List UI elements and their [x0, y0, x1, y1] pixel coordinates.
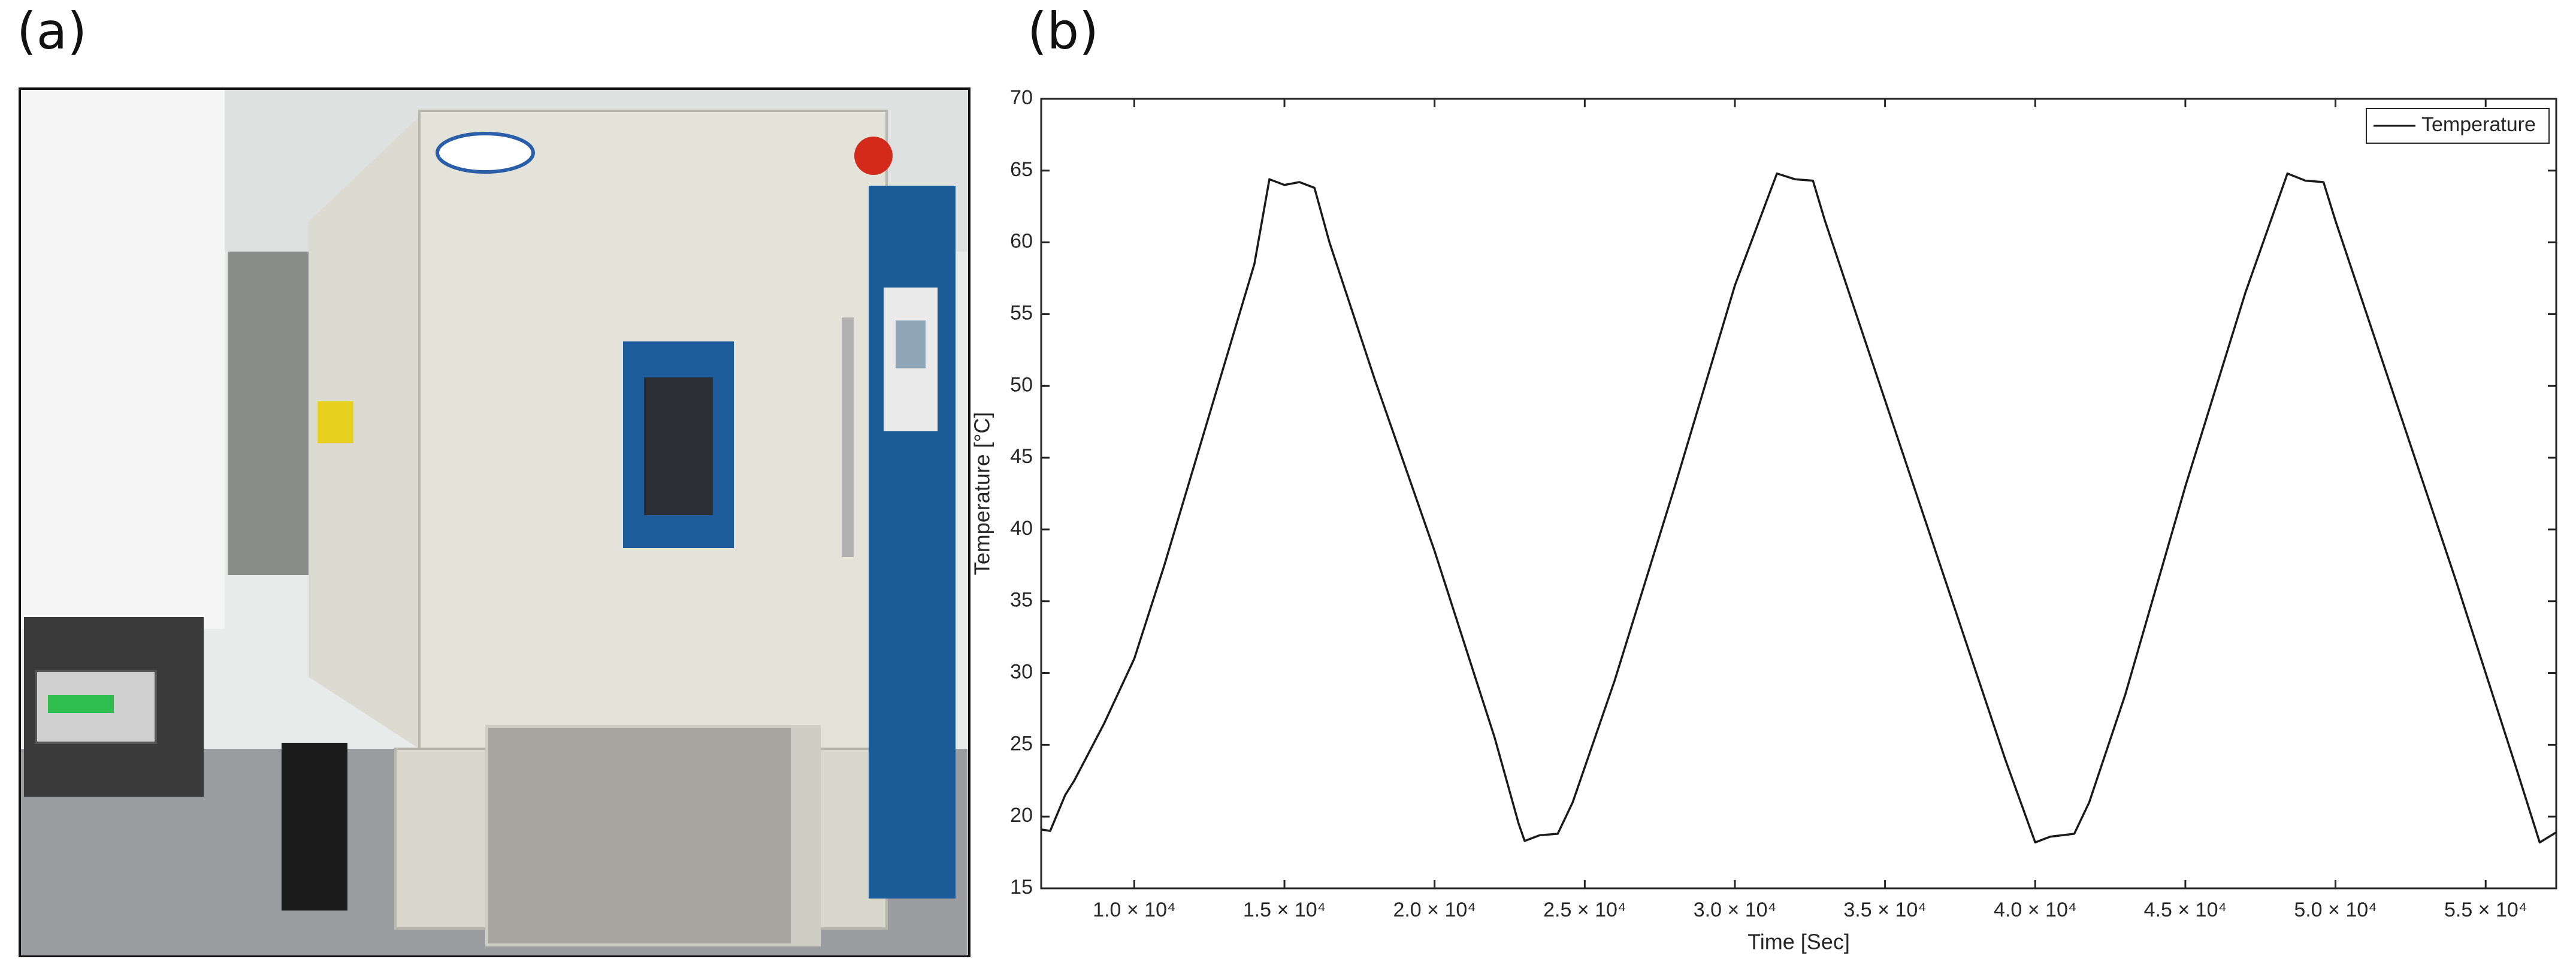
x-tick-label: 1.5 × 10⁴	[1243, 899, 1326, 921]
x-tick-label: 3.0 × 10⁴	[1694, 899, 1776, 921]
y-tick-label: 45	[1010, 445, 1033, 468]
x-tick-label: 3.5 × 10⁴	[1843, 899, 1926, 921]
y-tick-label: 30	[1010, 661, 1033, 683]
y-tick-label: 70	[1010, 86, 1033, 109]
y-axis-label: Temperature [°C]	[970, 412, 994, 576]
y-tick-label: 60	[1010, 230, 1033, 253]
series-line	[1041, 172, 2557, 844]
y-tick-label: 35	[1010, 589, 1033, 612]
y-tick-label: 65	[1010, 158, 1033, 181]
x-tick-label: 1.0 × 10⁴	[1093, 899, 1175, 921]
x-tick-label: 5.5 × 10⁴	[2444, 899, 2527, 921]
y-tick-label: 50	[1010, 373, 1033, 396]
y-tick-label: 15	[1010, 876, 1033, 899]
panel-label: (a)	[17, 2, 87, 61]
panel-label: (b)	[1027, 2, 1099, 61]
x-tick-label: 4.0 × 10⁴	[1994, 899, 2076, 921]
x-tick-label: 2.0 × 10⁴	[1393, 899, 1476, 921]
y-tick-label: 40	[1010, 517, 1033, 540]
x-tick-label: 5.0 × 10⁴	[2294, 899, 2377, 921]
x-tick-label: 4.5 × 10⁴	[2144, 899, 2227, 921]
plot-frame	[1040, 98, 2557, 890]
y-tick-label: 20	[1010, 804, 1033, 827]
legend: Temperature	[2366, 108, 2550, 144]
y-tick-label: 25	[1010, 732, 1033, 755]
y-tick-label: 55	[1010, 301, 1033, 324]
x-tick-label: 2.5 × 10⁴	[1543, 899, 1626, 921]
plot: 15 20 25 30 35 40 45 50 55 60 65 70 1.0 × 10⁴ 1.5 × 1…	[1010, 86, 2557, 921]
photo	[19, 87, 970, 957]
x-axis-label: Time [Sec]	[1747, 930, 1850, 954]
legend-label: Temperature	[2421, 113, 2536, 136]
